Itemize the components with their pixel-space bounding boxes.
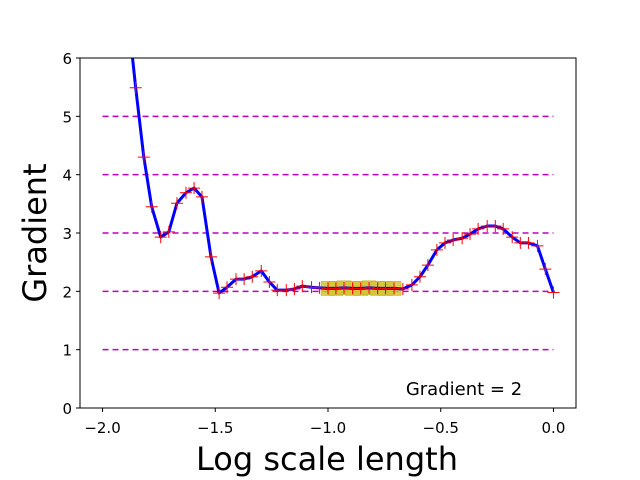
data-marker: [220, 281, 233, 294]
data-marker: [338, 281, 351, 294]
x-tick-label: 0.0: [542, 419, 566, 437]
data-marker: [246, 270, 259, 283]
data-marker: [363, 281, 376, 294]
data-marker: [388, 282, 401, 295]
data-marker: [447, 234, 460, 246]
data-marker: [489, 220, 502, 232]
data-marker: [213, 287, 226, 300]
data-marker: [288, 283, 301, 295]
data-marker: [421, 259, 434, 272]
data-marker: [522, 236, 535, 249]
data-marker: [179, 186, 192, 199]
data-marker: [464, 228, 477, 241]
data-marker: [255, 264, 268, 277]
data-marker: [506, 231, 519, 244]
data-marker: [154, 231, 167, 244]
data-marker: [547, 286, 560, 299]
y-tick-label: 2: [62, 283, 72, 301]
x-tick-label: −1.0: [310, 419, 346, 437]
data-marker: [162, 225, 175, 238]
y-tick-label: 0: [62, 400, 72, 418]
x-tick-label: −2.0: [84, 419, 120, 437]
data-marker: [145, 200, 158, 213]
data-marker: [195, 190, 208, 203]
x-tick-label: −1.5: [197, 419, 233, 437]
x-axis-label: Log scale length: [196, 440, 458, 478]
data-marker: [238, 273, 251, 286]
data-marker: [456, 232, 469, 245]
x-tick-label: −0.5: [423, 419, 459, 437]
y-tick-label: 1: [62, 342, 72, 360]
data-marker: [329, 282, 342, 295]
y-axis-label: Gradient: [16, 163, 54, 302]
data-marker: [280, 284, 293, 297]
data-marker: [497, 222, 510, 235]
data-marker: [170, 197, 183, 210]
data-marker: [204, 250, 217, 263]
data-marker: [539, 263, 552, 276]
data-marker: [188, 182, 201, 195]
data-marker: [439, 236, 452, 249]
y-tick-label: 6: [62, 50, 72, 68]
data-marker: [413, 270, 426, 283]
data-marker: [472, 222, 485, 235]
data-marker: [263, 276, 276, 288]
data-marker: [129, 81, 142, 94]
data-marker: [405, 278, 418, 291]
plot-area: [102, 58, 560, 351]
data-marker: [305, 281, 318, 294]
y-tick-label: 4: [62, 167, 72, 185]
y-tick-label: 3: [62, 225, 72, 243]
data-marker: [137, 151, 150, 164]
data-marker: [531, 239, 544, 252]
annotation: Gradient = 2: [406, 379, 522, 400]
data-marker: [430, 243, 443, 256]
data-marker: [313, 281, 326, 294]
y-tick-label: 5: [62, 108, 72, 126]
data-marker: [354, 282, 367, 295]
data-marker: [296, 280, 309, 293]
data-marker: [396, 283, 409, 295]
